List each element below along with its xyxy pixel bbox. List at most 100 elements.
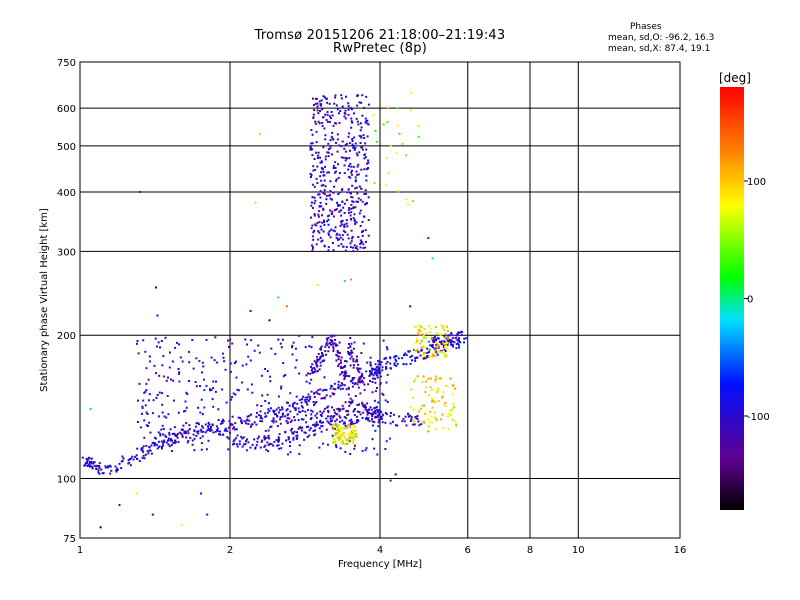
- echo-point: [279, 418, 281, 421]
- echo-point: [301, 406, 304, 409]
- echo-point: [329, 423, 332, 426]
- echo-point: [280, 387, 283, 390]
- echo-point: [323, 245, 326, 248]
- echo-point: [181, 435, 184, 438]
- echo-point: [343, 376, 346, 379]
- phase-stats-heading: Phases: [630, 22, 662, 32]
- echo-point: [417, 420, 420, 423]
- echo-point: [442, 346, 445, 348]
- echo-point: [244, 338, 247, 341]
- echo-point: [321, 168, 324, 171]
- echo-point: [181, 434, 184, 437]
- echo-point: [416, 418, 419, 421]
- echo-point: [350, 278, 353, 281]
- echo-point: [345, 219, 348, 222]
- echo-point: [340, 97, 343, 100]
- echo-point: [326, 111, 329, 113]
- echo-point: [339, 224, 342, 227]
- echo-point: [348, 211, 350, 214]
- echo-point: [201, 413, 204, 416]
- echo-point: [98, 465, 101, 468]
- echo-point: [143, 419, 146, 422]
- x-tick-label: 8: [527, 545, 533, 556]
- echo-point: [414, 350, 417, 353]
- echo-point: [317, 215, 320, 218]
- echo-point: [192, 367, 195, 370]
- echo-point: [338, 341, 341, 344]
- echo-point: [347, 424, 350, 427]
- echo-point: [364, 405, 367, 408]
- echo-point: [331, 114, 334, 117]
- echo-point: [442, 352, 445, 355]
- echo-point: [442, 427, 445, 430]
- echo-point: [216, 429, 218, 432]
- echo-point: [354, 423, 356, 426]
- echo-point: [348, 165, 350, 168]
- echo-point: [297, 419, 300, 422]
- echo-point: [312, 401, 315, 403]
- y-tick-label: 750: [57, 58, 76, 69]
- echo-point: [444, 355, 447, 358]
- echo-point: [345, 360, 348, 363]
- echo-point: [136, 421, 139, 423]
- echo-point: [355, 245, 358, 248]
- echo-point: [413, 420, 416, 423]
- echo-point: [344, 150, 347, 153]
- x-tick-label: 10: [572, 545, 585, 556]
- echo-point: [354, 146, 357, 149]
- echo-point: [313, 434, 316, 437]
- echo-point: [390, 412, 392, 414]
- colorbar-tick-label: 100: [747, 177, 766, 188]
- echo-point: [258, 351, 261, 354]
- echo-point: [444, 350, 447, 352]
- echo-point: [440, 378, 443, 381]
- echo-point: [316, 412, 319, 415]
- echo-point: [422, 334, 425, 337]
- echo-point: [265, 448, 268, 451]
- echo-point: [418, 424, 421, 427]
- echo-point: [348, 442, 350, 445]
- echo-point: [343, 202, 346, 205]
- echo-point: [240, 420, 243, 423]
- echo-point: [343, 172, 346, 175]
- plot-frame: [79, 61, 681, 539]
- echo-point: [354, 247, 357, 249]
- echo-point: [268, 437, 271, 440]
- echo-point: [285, 419, 288, 422]
- echo-point: [350, 418, 353, 421]
- echo-point: [338, 172, 341, 175]
- echo-point: [365, 120, 368, 123]
- echo-point: [164, 336, 167, 339]
- echo-point: [442, 325, 445, 328]
- echo-point: [249, 359, 252, 362]
- echo-point: [435, 331, 438, 334]
- echo-point: [451, 343, 454, 346]
- echo-point: [389, 479, 392, 482]
- echo-point: [315, 421, 318, 424]
- echo-point: [314, 370, 316, 373]
- echo-point: [447, 337, 450, 340]
- echo-point: [433, 350, 436, 353]
- echo-point: [457, 339, 460, 342]
- echo-point: [322, 95, 325, 98]
- echo-point: [418, 409, 421, 411]
- echo-point: [351, 200, 354, 203]
- echo-point: [351, 121, 354, 124]
- echo-point: [161, 403, 164, 406]
- echo-point: [258, 414, 261, 417]
- echo-point: [425, 336, 428, 339]
- echo-point: [309, 172, 312, 175]
- echo-point: [227, 448, 230, 451]
- grid-lines: [80, 62, 680, 538]
- echo-point: [362, 411, 365, 414]
- echo-point: [320, 179, 323, 182]
- echo-point: [331, 339, 334, 342]
- echo-point: [300, 418, 303, 421]
- echo-point: [373, 421, 376, 424]
- echo-point: [343, 280, 346, 282]
- echo-point: [436, 376, 439, 379]
- echo-point: [356, 420, 359, 423]
- echo-point: [359, 209, 362, 212]
- echo-point: [364, 189, 367, 192]
- echo-point: [343, 111, 346, 114]
